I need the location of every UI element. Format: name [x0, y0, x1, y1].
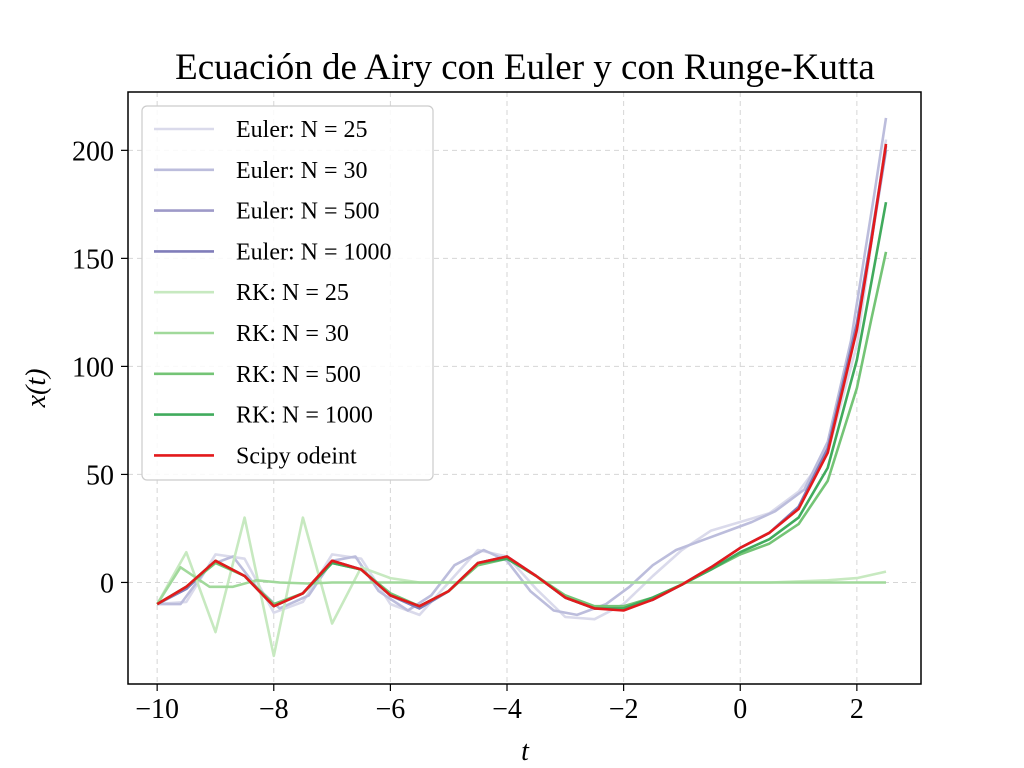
legend-label: RK: N = 25	[236, 280, 349, 306]
legend-label: RK: N = 1000	[236, 403, 373, 429]
x-axis-label: t	[521, 736, 530, 767]
legend-label: Euler: N = 500	[236, 199, 380, 225]
y-axis-label: x(t)	[21, 369, 52, 409]
y-tick-label: 0	[100, 568, 114, 599]
x-tick-label: 2	[850, 694, 864, 725]
x-tick-label: −4	[492, 694, 522, 725]
plot-area	[156, 117, 888, 658]
x-tick-label: 0	[733, 694, 747, 725]
y-tick-label: 50	[86, 460, 114, 491]
y-tick-label: 200	[72, 136, 114, 167]
legend-label: RK: N = 500	[236, 362, 361, 388]
series-line	[157, 117, 888, 617]
plot-frame	[127, 91, 922, 685]
legend-label: Euler: N = 25	[236, 117, 368, 143]
legend-label: Euler: N = 30	[236, 158, 368, 184]
x-tick-label: −6	[375, 694, 405, 725]
y-tick-label: 100	[72, 352, 114, 383]
x-tick-label: −8	[259, 694, 289, 725]
chart-title: Ecuación de Airy con Euler y con Runge-K…	[175, 47, 875, 88]
series-line	[156, 565, 886, 605]
x-tick-label: −2	[609, 694, 639, 725]
legend-label: RK: N = 30	[236, 321, 349, 347]
legend-box	[141, 105, 434, 481]
legend-label: Scipy odeint	[236, 443, 357, 469]
legend-label: Euler: N = 1000	[236, 239, 392, 265]
series-line	[156, 143, 888, 612]
x-tick-label: −10	[135, 694, 179, 725]
y-tick-label: 150	[72, 244, 114, 275]
legend: Euler: N = 25 Euler: N = 30 Euler: N = 500…	[141, 105, 434, 481]
axis-ticks: −10 −8 −6 −4 −2 0 2 0 50 100 150 200	[72, 136, 864, 725]
